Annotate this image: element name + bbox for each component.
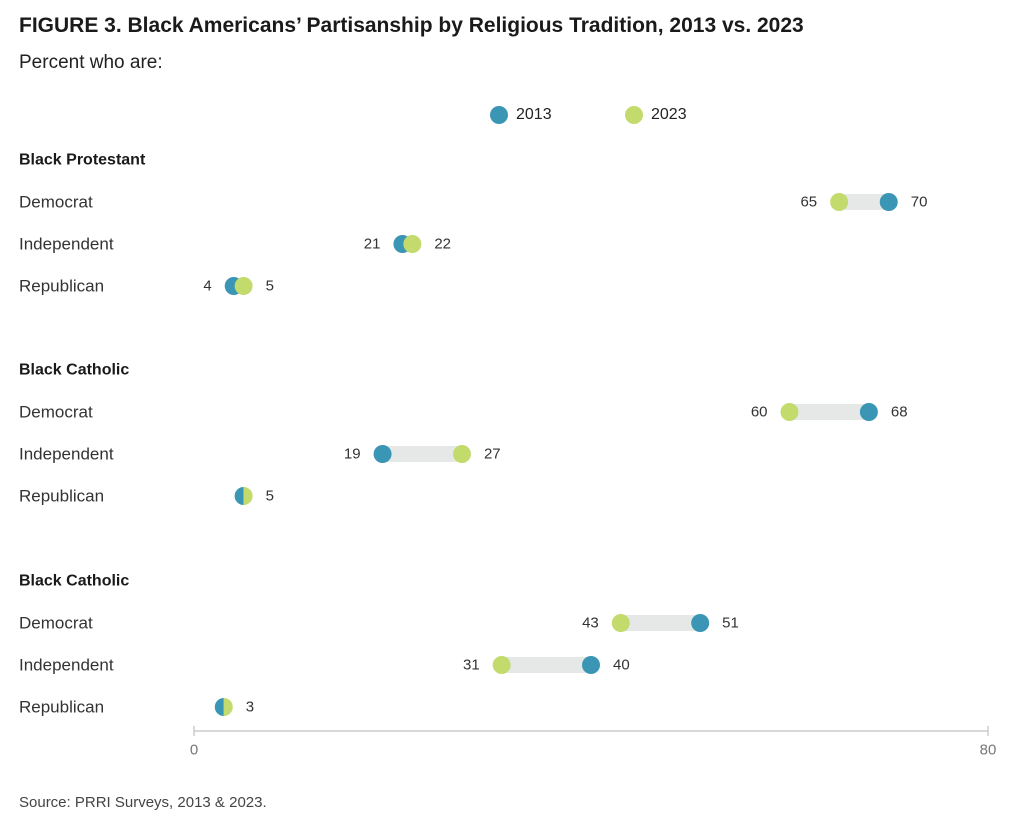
point-2013 bbox=[582, 656, 600, 674]
point-2023 bbox=[452, 445, 471, 463]
range-bar bbox=[382, 446, 462, 462]
legend-label-2013: 2013 bbox=[516, 106, 552, 123]
source-note: Source: PRRI Surveys, 2013 & 2023. bbox=[19, 794, 267, 811]
range-bar bbox=[620, 615, 701, 631]
data-label-2023: 5 bbox=[266, 278, 274, 295]
data-label-2023: 27 bbox=[484, 446, 501, 463]
point-2023 bbox=[611, 614, 630, 632]
data-label-2013: 19 bbox=[344, 446, 361, 463]
point-2023 bbox=[243, 487, 253, 505]
x-tick-label: 0 bbox=[190, 742, 198, 759]
row-label: Independent bbox=[19, 656, 114, 675]
chart-subtitle: Percent who are: bbox=[19, 52, 163, 73]
x-tick-label: 80 bbox=[980, 742, 997, 759]
data-label-2023: 22 bbox=[434, 236, 451, 253]
point-2013 bbox=[691, 614, 710, 632]
data-label-2013: 70 bbox=[911, 194, 928, 211]
point-2013 bbox=[373, 445, 392, 463]
data-label-2023: 60 bbox=[751, 404, 768, 421]
row-label: Democrat bbox=[19, 403, 93, 422]
data-label-2023: 65 bbox=[800, 194, 817, 211]
data-label-2023: 31 bbox=[463, 657, 480, 674]
point-2013 bbox=[234, 487, 244, 505]
point-2023 bbox=[492, 656, 511, 674]
data-label-2023: 3 bbox=[246, 699, 254, 716]
data-label-2023: 43 bbox=[582, 615, 599, 632]
legend-item-2013: 2013 bbox=[490, 106, 552, 124]
row-label: Republican bbox=[19, 698, 104, 717]
point-2023 bbox=[830, 193, 849, 211]
range-bar bbox=[789, 404, 869, 420]
point-2013 bbox=[859, 403, 878, 421]
data-label-2013: 4 bbox=[203, 278, 211, 295]
legend-dot-2023 bbox=[625, 106, 643, 124]
row-label: Republican bbox=[19, 487, 104, 506]
data-label-2013: 68 bbox=[891, 404, 908, 421]
row-label: Republican bbox=[19, 277, 104, 296]
row-label: Independent bbox=[19, 235, 114, 254]
group-heading: Black Protestant bbox=[19, 152, 146, 169]
point-2023 bbox=[223, 698, 233, 716]
data-label-2013: 51 bbox=[722, 615, 739, 632]
legend-label-2023: 2023 bbox=[651, 106, 687, 123]
row-label: Democrat bbox=[19, 614, 93, 633]
legend-item-2023: 2023 bbox=[625, 106, 687, 124]
data-label-2013: 40 bbox=[613, 657, 630, 674]
chart-title: FIGURE 3. Black Americans’ Partisanship … bbox=[19, 14, 804, 37]
point-2013 bbox=[879, 193, 898, 211]
point-2013 bbox=[214, 698, 224, 716]
dumbbell-chart: Black Protestant Democrat 70 65 Independent 2… bbox=[19, 152, 997, 759]
data-label-2023: 5 bbox=[266, 488, 274, 505]
row-label: Democrat bbox=[19, 193, 93, 212]
point-2023 bbox=[403, 235, 422, 253]
group-heading: Black Catholic bbox=[19, 573, 129, 590]
legend-dot-2013 bbox=[490, 106, 508, 124]
range-bar bbox=[501, 657, 591, 673]
data-label-2013: 21 bbox=[364, 236, 381, 253]
point-2023 bbox=[780, 403, 799, 421]
range-bar bbox=[839, 194, 889, 210]
row-label: Independent bbox=[19, 445, 114, 464]
point-2023 bbox=[234, 277, 253, 295]
group-heading: Black Catholic bbox=[19, 362, 129, 379]
